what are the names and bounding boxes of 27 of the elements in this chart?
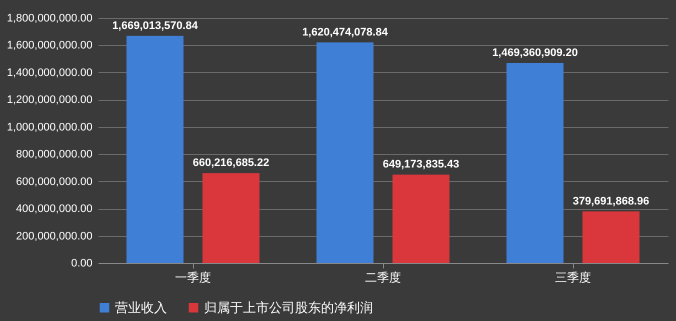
data-label: 649,173,835.43 (382, 158, 460, 171)
y-tick-label: 800,000,000.00 (16, 148, 92, 161)
y-tick-label: 200,000,000.00 (16, 230, 92, 242)
bar (392, 174, 450, 263)
y-tick-label: 1,400,000,000.00 (6, 66, 92, 79)
bar (316, 42, 374, 263)
bar (582, 211, 640, 263)
data-label: 1,620,474,078.84 (302, 26, 389, 38)
data-label: 1,469,360,909.20 (492, 47, 578, 60)
y-tick-label: 400,000,000.00 (16, 203, 92, 216)
y-tick-label: 1,200,000,000.00 (6, 94, 92, 106)
y-tick-label: 1,600,000,000.00 (6, 40, 92, 52)
y-tick-label: 600,000,000.00 (16, 176, 92, 188)
data-label: 660,216,685.22 (192, 157, 270, 170)
x-tick-label: 一季度 (175, 270, 211, 284)
data-label: 379,691,868.96 (572, 195, 650, 208)
x-tick-label: 二季度 (365, 270, 401, 284)
bar (506, 63, 564, 263)
y-tick-label: 1,000,000,000.00 (6, 121, 92, 134)
bar (126, 36, 184, 263)
bar (202, 173, 260, 263)
legend-label: 营业收入 (115, 300, 167, 315)
data-label: 1,669,013,570.84 (112, 20, 199, 32)
y-tick-label: 1,800,000,000.00 (6, 12, 92, 24)
legend-label: 归属于上市公司股东的净利润 (204, 300, 373, 315)
x-tick-label: 三季度 (555, 270, 591, 284)
y-tick-label: 0.00 (71, 258, 92, 270)
